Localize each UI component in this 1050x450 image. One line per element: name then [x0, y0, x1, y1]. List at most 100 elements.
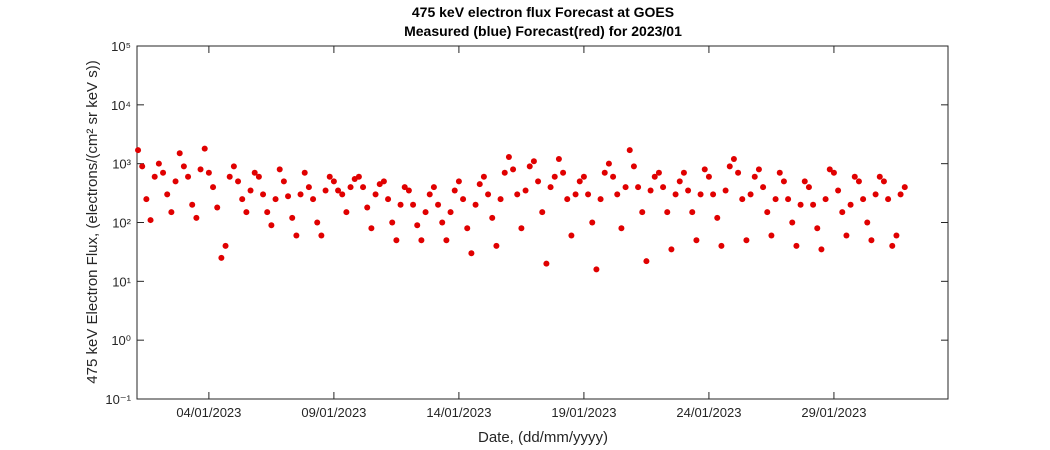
point [843, 232, 850, 239]
point [147, 217, 154, 224]
point [601, 169, 608, 176]
point [797, 201, 804, 208]
point [622, 184, 629, 191]
point [701, 166, 708, 173]
point [776, 169, 783, 176]
point [830, 169, 837, 176]
point [343, 209, 350, 216]
point [589, 219, 596, 226]
point [518, 225, 525, 232]
point [201, 145, 208, 152]
point [526, 163, 533, 170]
point [539, 209, 546, 216]
point [405, 187, 412, 194]
point [280, 178, 287, 185]
point [251, 169, 258, 176]
point [555, 156, 562, 163]
point [139, 163, 146, 170]
point [655, 169, 662, 176]
point [214, 204, 221, 211]
point [268, 222, 275, 229]
point [647, 187, 654, 194]
point [293, 232, 300, 239]
y-tick-label: 10³ [112, 157, 131, 172]
point [901, 184, 908, 191]
point [310, 196, 317, 203]
point [468, 250, 475, 257]
point [385, 196, 392, 203]
point [460, 196, 467, 203]
point [339, 191, 346, 198]
y-tick-label: 10¹ [112, 274, 131, 289]
point [872, 191, 879, 198]
point [535, 178, 542, 185]
point [301, 169, 308, 176]
point [189, 201, 196, 208]
point [497, 196, 504, 203]
point [443, 237, 450, 244]
point [768, 232, 775, 239]
point [743, 237, 750, 244]
point [160, 169, 167, 176]
point [264, 209, 271, 216]
point [464, 225, 471, 232]
point [347, 184, 354, 191]
point [839, 209, 846, 216]
point [426, 191, 433, 198]
point [360, 184, 367, 191]
point [185, 173, 192, 180]
point [605, 160, 612, 167]
point [643, 258, 650, 265]
point [810, 201, 817, 208]
point [626, 147, 633, 154]
point [335, 187, 342, 194]
point [276, 166, 283, 173]
point [489, 214, 496, 221]
point [897, 191, 904, 198]
point [226, 173, 233, 180]
point [714, 214, 721, 221]
point [180, 163, 187, 170]
point [805, 184, 812, 191]
point [547, 184, 554, 191]
point [222, 242, 229, 249]
point [772, 196, 779, 203]
point [314, 219, 321, 226]
point [855, 178, 862, 185]
point [710, 191, 717, 198]
point [455, 178, 462, 185]
point [780, 178, 787, 185]
point [530, 158, 537, 165]
point [372, 191, 379, 198]
point [380, 178, 387, 185]
point [135, 147, 142, 154]
point [676, 178, 683, 185]
point [880, 178, 887, 185]
chart-subtitle: Measured (blue) Forecast(red) for 2023/0… [404, 23, 682, 39]
point [735, 169, 742, 176]
y-tick-label: 10⁴ [111, 98, 131, 113]
y-tick-label: 10⁵ [111, 39, 131, 54]
point [243, 209, 250, 216]
point [576, 178, 583, 185]
point [793, 242, 800, 249]
point [389, 219, 396, 226]
x-tick-label: 09/01/2023 [301, 405, 366, 420]
x-tick-label: 14/01/2023 [426, 405, 491, 420]
point [197, 166, 204, 173]
point [847, 201, 854, 208]
point [255, 173, 262, 180]
point [876, 173, 883, 180]
point [822, 196, 829, 203]
point [422, 209, 429, 216]
point [785, 196, 792, 203]
point [760, 184, 767, 191]
point [726, 163, 733, 170]
y-tick-label: 10⁻¹ [105, 392, 131, 407]
point [397, 201, 404, 208]
point [889, 242, 896, 249]
point [747, 191, 754, 198]
point [168, 209, 175, 216]
point [585, 191, 592, 198]
